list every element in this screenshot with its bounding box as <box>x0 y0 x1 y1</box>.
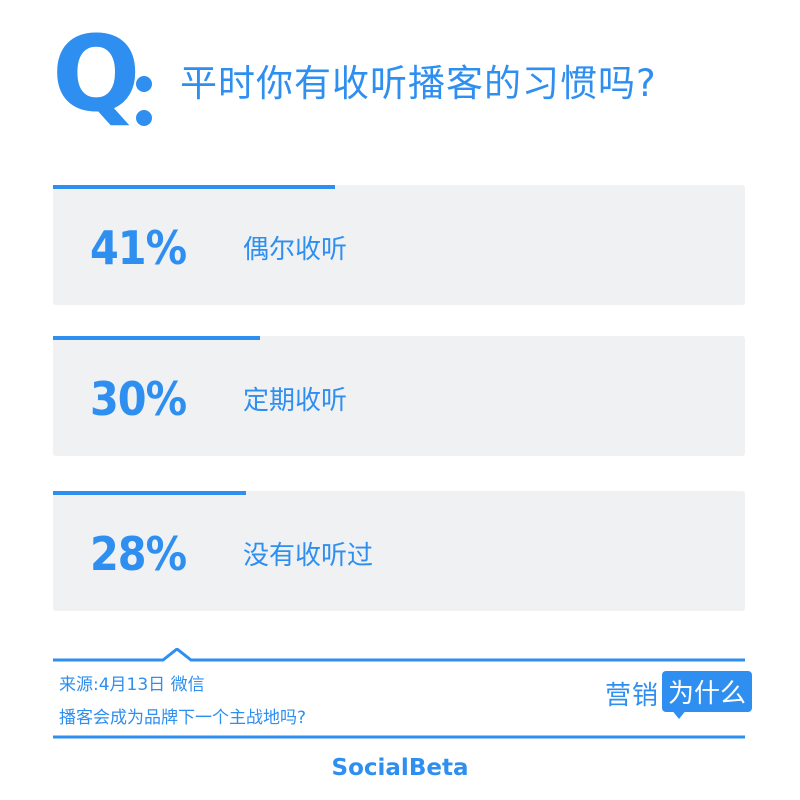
percentage-bar <box>53 185 335 189</box>
percentage-value: 30% <box>90 372 187 426</box>
speech-bubble-tail-icon <box>671 709 687 719</box>
percentage-bar <box>53 336 260 340</box>
percentage-bar <box>53 491 246 495</box>
source-box: 来源:4月13日 微信 播客会成为品牌下一个主战地吗? 营销 为什么 <box>53 648 753 740</box>
q-letter: Q <box>52 13 141 135</box>
percentage-value: 28% <box>90 527 187 581</box>
percentage-value: 41% <box>90 221 187 275</box>
answer-label: 偶尔收听 <box>243 235 348 265</box>
answer-card: 41% 偶尔收听 <box>53 185 745 305</box>
answer-card: 28% 没有收听过 <box>53 491 745 611</box>
logo-text-part1: 营销 <box>605 681 660 711</box>
source-article-title: 播客会成为品牌下一个主战地吗? <box>59 708 307 728</box>
brand-footer: SocialBeta <box>331 755 469 781</box>
source-text: 来源:4月13日 微信 <box>59 675 205 695</box>
source-frame-icon <box>53 648 745 739</box>
logo: 营销 为什么 <box>605 665 755 725</box>
answer-label: 没有收听过 <box>243 541 374 571</box>
answer-label: 定期收听 <box>243 386 348 416</box>
question-title: 平时你有收听播客的习惯吗? <box>180 62 657 105</box>
logo-text-part2: 为什么 <box>662 671 753 712</box>
q-colon-icon <box>136 70 156 126</box>
answer-card: 30% 定期收听 <box>53 336 745 456</box>
